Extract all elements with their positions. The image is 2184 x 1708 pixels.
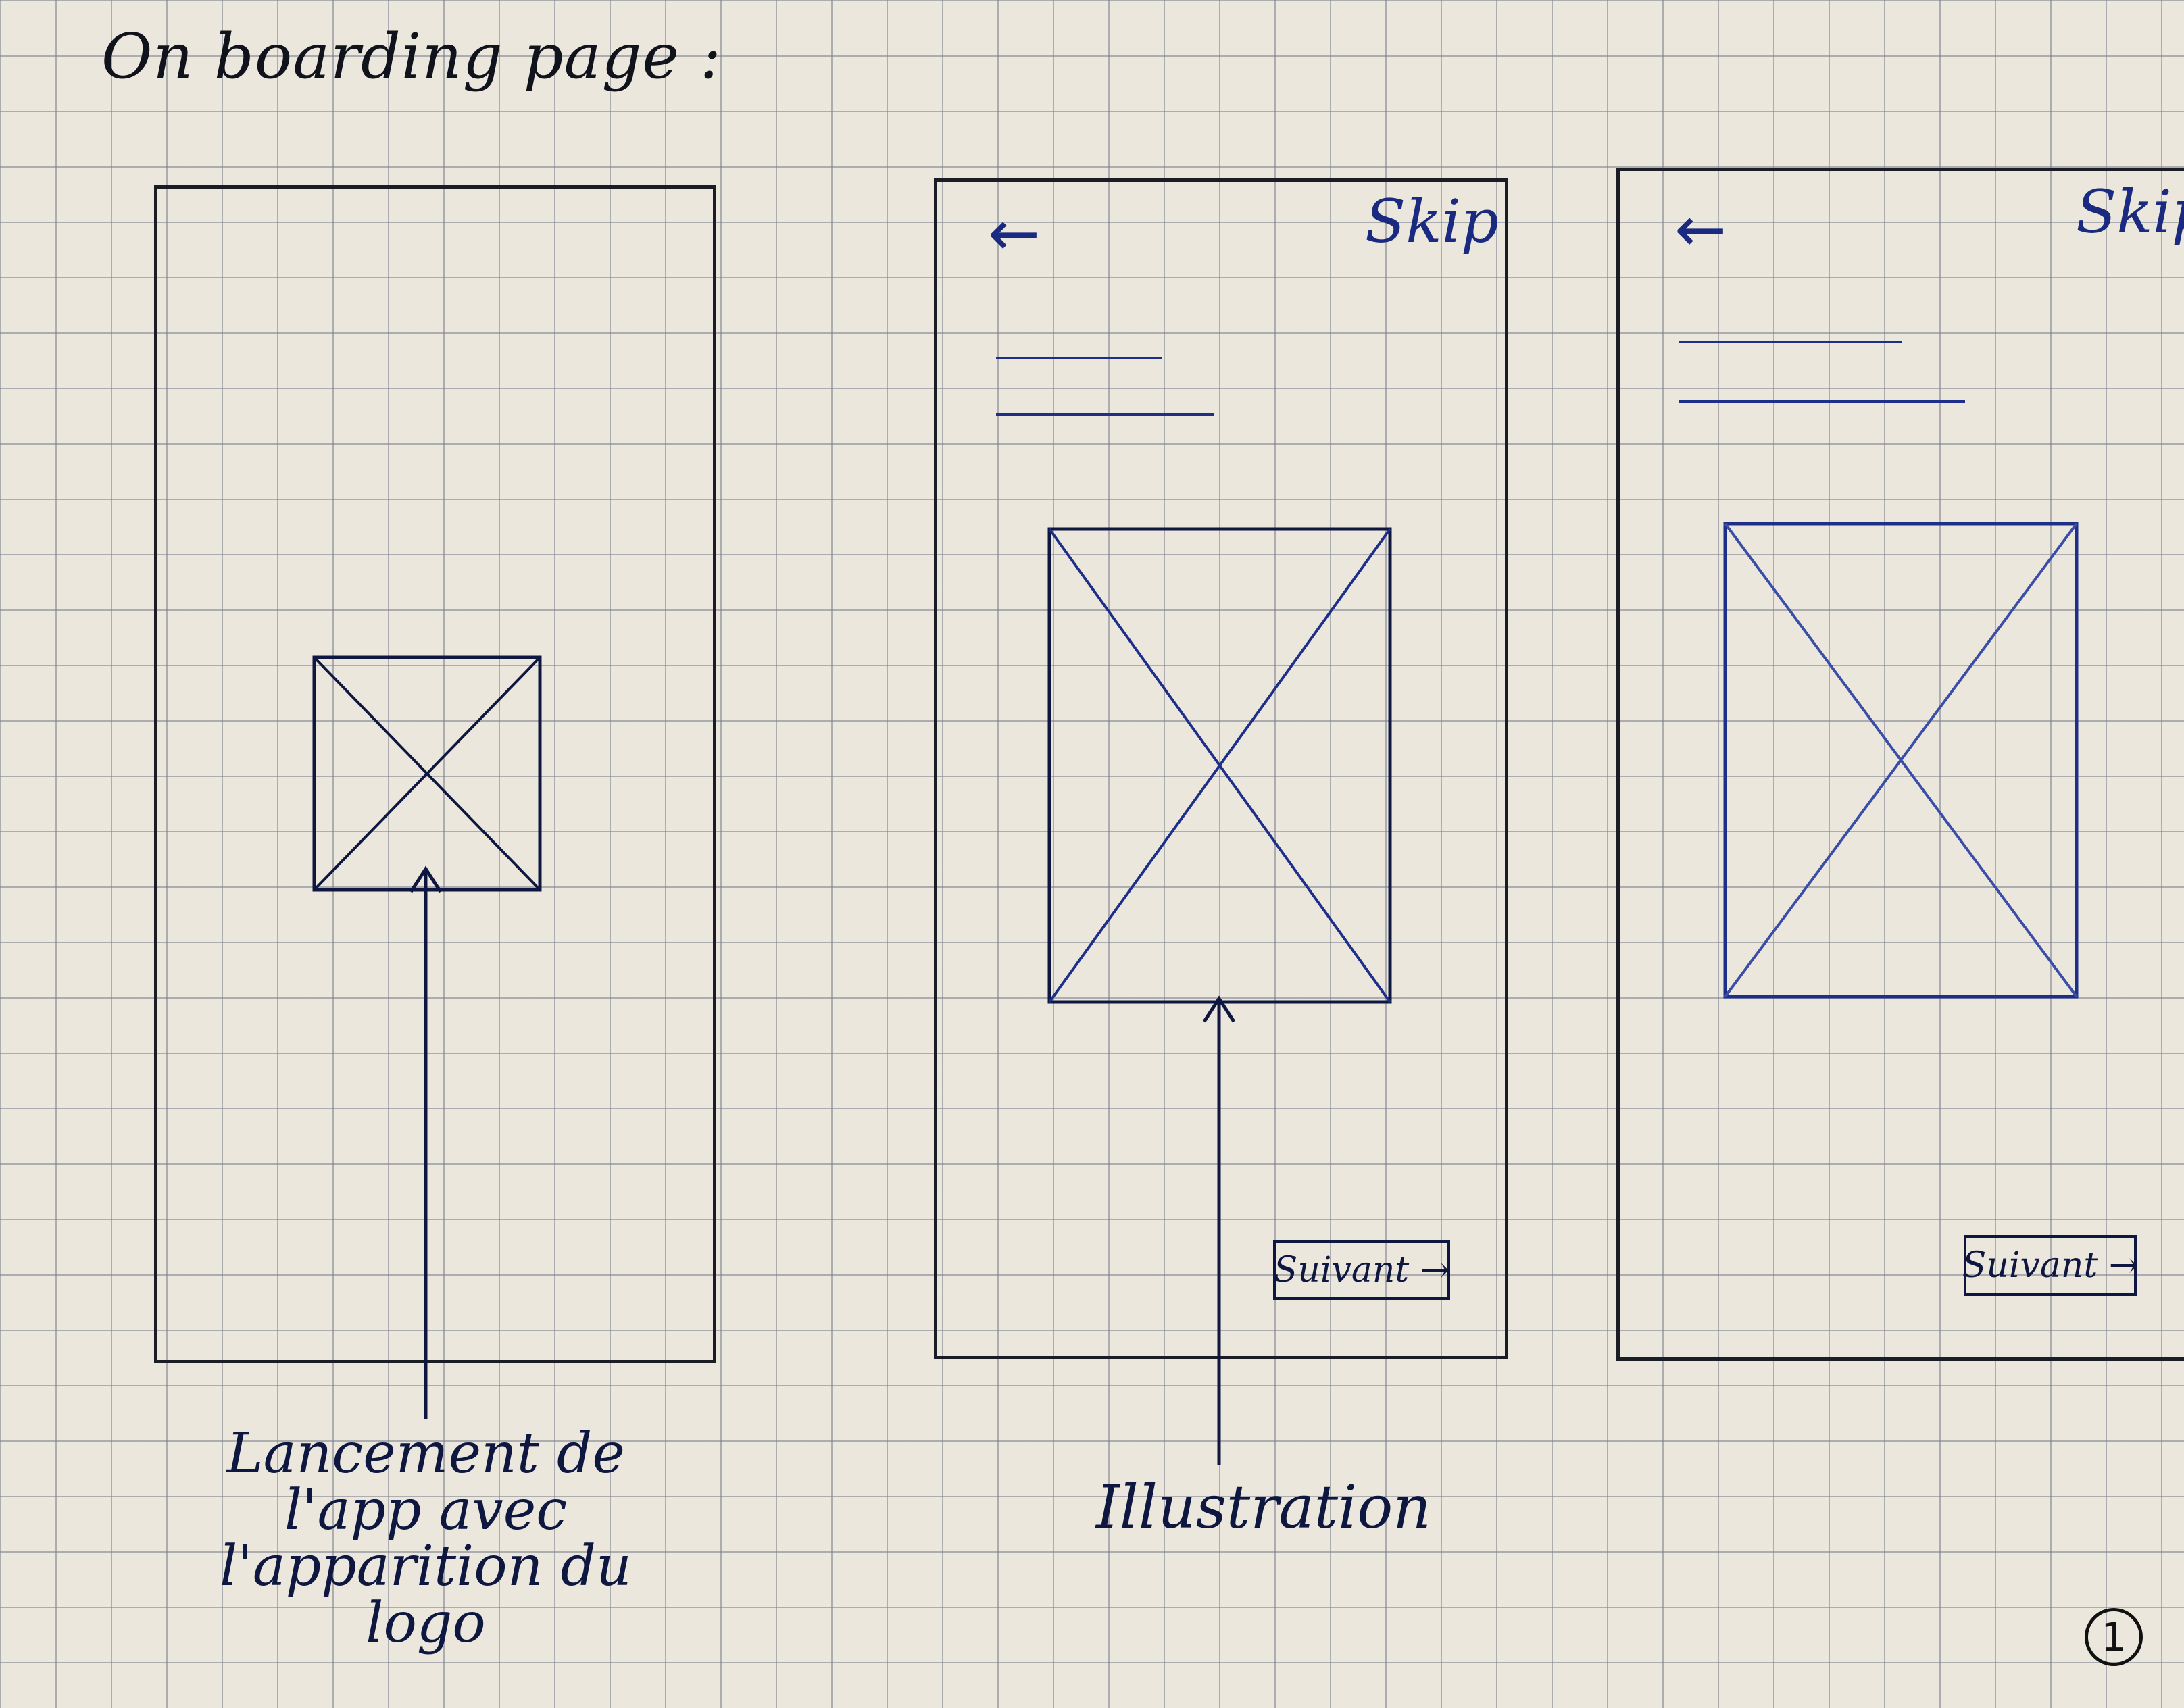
onboarding-screen-1-frame xyxy=(934,178,1508,1359)
heading-placeholder-line xyxy=(996,357,1162,359)
back-arrow-icon[interactable]: ← xyxy=(988,197,1041,270)
splash-screen-frame xyxy=(154,185,716,1363)
back-arrow-icon[interactable]: ← xyxy=(1674,193,1727,266)
page-number: 1 xyxy=(2085,1608,2143,1666)
illustration-callout: Illustration xyxy=(1096,1472,1431,1542)
callout-line: l'apparition du xyxy=(220,1534,632,1599)
logo-launch-callout: Lancement de l'app avec l'apparition du … xyxy=(196,1426,655,1652)
callout-line: l'app avec xyxy=(284,1478,568,1542)
skip-button[interactable]: Skip xyxy=(1365,186,1499,256)
subtitle-placeholder-line xyxy=(996,413,1214,416)
subtitle-placeholder-line xyxy=(1679,400,1965,403)
next-button[interactable]: Suivant → xyxy=(1962,1235,2138,1296)
heading-placeholder-line xyxy=(1679,341,1902,343)
page-title: On boarding page : xyxy=(101,20,722,93)
next-button[interactable]: Suivant → xyxy=(1273,1240,1450,1300)
callout-line: Lancement de xyxy=(226,1422,625,1486)
onboarding-screen-2-frame xyxy=(1616,168,2184,1361)
skip-button[interactable]: Skip xyxy=(2076,177,2184,247)
callout-line: logo xyxy=(366,1590,486,1655)
illustration-placeholder xyxy=(1723,522,2079,999)
